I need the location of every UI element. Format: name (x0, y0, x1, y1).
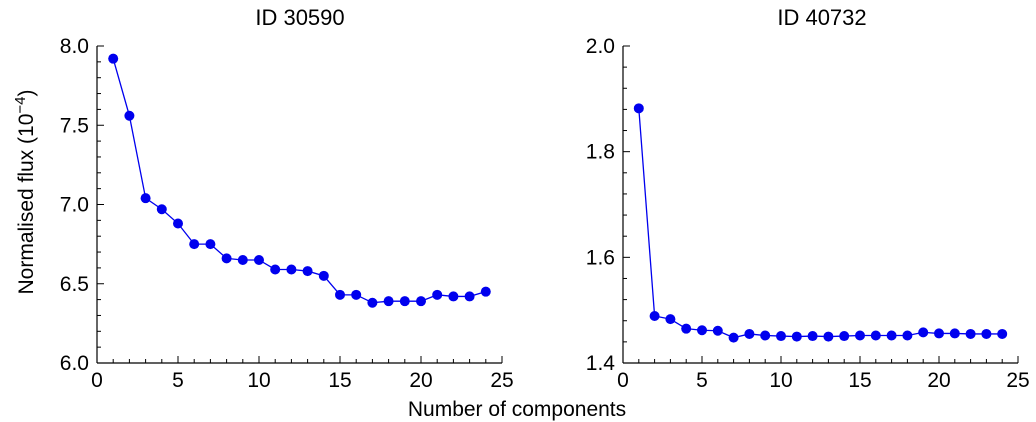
y-tick-label: 7.5 (60, 114, 89, 137)
data-point (205, 239, 216, 250)
data-point (728, 332, 739, 343)
data-point (464, 291, 475, 302)
data-point (633, 103, 644, 114)
x-tick-label: 5 (696, 369, 708, 392)
chart-panel-id-30590: ID 30590 0 5 10 15 20 25 6.0 6.5 7.0 7.5 8.0 (60, 5, 514, 392)
x-tick-label: 15 (848, 369, 871, 392)
data-point (760, 330, 771, 341)
tick-layer: 0 5 10 15 20 25 1.4 1.6 1.8 2.0 (586, 35, 1030, 392)
data-point (712, 325, 723, 336)
data-point (807, 331, 818, 342)
x-tick-label: 10 (247, 369, 270, 392)
data-point (270, 264, 281, 275)
data-point (949, 328, 960, 339)
data-point (823, 331, 834, 342)
data-point (697, 325, 707, 336)
y-tick-label: 6.5 (60, 273, 89, 296)
data-point (965, 328, 976, 339)
data-point (335, 289, 345, 300)
x-tick-label: 0 (91, 369, 103, 392)
data-point (776, 331, 786, 342)
data-point (681, 323, 692, 334)
data-point (156, 204, 167, 215)
data-point (383, 296, 394, 307)
y-axis-label-exponent: −4 (12, 96, 29, 113)
x-tick-label: 10 (769, 369, 792, 392)
series-line (112, 58, 486, 304)
data-point (839, 331, 850, 342)
data-point (981, 328, 992, 339)
y-tick-label: 2.0 (586, 35, 615, 58)
data-point (254, 254, 264, 265)
chart-title: ID 30590 (255, 5, 344, 30)
y-tick-label: 6.0 (60, 352, 89, 375)
x-tick-label: 25 (490, 369, 513, 392)
data-point (108, 53, 119, 64)
data-point (237, 254, 248, 265)
x-tick-label: 25 (1006, 369, 1029, 392)
y-tick-label: 1.4 (586, 352, 616, 375)
data-point (140, 193, 151, 204)
data-point (416, 296, 426, 307)
data-point (367, 297, 378, 308)
y-axis-label-close: ) (15, 89, 38, 96)
data-point (886, 330, 897, 341)
data-point (189, 239, 200, 250)
data-point (934, 328, 944, 339)
y-tick-label: 1.6 (586, 246, 615, 269)
y-axis-label-main: Normalised flux (10 (15, 114, 38, 295)
data-point (918, 327, 929, 338)
x-tick-label: 20 (927, 369, 950, 392)
data-point (665, 314, 676, 325)
data-point (432, 289, 443, 300)
series-line (638, 108, 1003, 339)
tick-layer: 0 5 10 15 20 25 6.0 6.5 7.0 7.5 8.0 (60, 35, 514, 392)
x-axis-label: Number of components (408, 398, 626, 421)
data-point (480, 286, 491, 297)
data-point (318, 270, 329, 281)
data-point (649, 310, 660, 321)
data-point (399, 296, 410, 307)
data-point (286, 264, 297, 275)
data-point (124, 110, 135, 121)
data-layer (633, 103, 1008, 343)
data-point (173, 218, 183, 229)
y-axis-label: Normalised flux (10−4) (12, 89, 38, 294)
data-point (351, 289, 362, 300)
data-point (791, 331, 802, 342)
y-tick-label: 7.0 (60, 194, 89, 217)
data-point (448, 291, 459, 302)
y-tick-label: 1.8 (586, 141, 615, 164)
data-point (997, 328, 1008, 339)
data-point (302, 266, 313, 277)
data-point (221, 253, 232, 264)
x-tick-label: 5 (172, 369, 184, 392)
y-tick-label: 8.0 (60, 35, 89, 58)
chart-panel-id-40732: ID 40732 0 5 10 15 20 25 1.4 1.6 1.8 2.0 (586, 5, 1030, 392)
x-tick-label: 15 (328, 369, 351, 392)
data-point (744, 328, 755, 339)
x-tick-label: 20 (409, 369, 432, 392)
data-point (902, 330, 913, 341)
chart-title: ID 40732 (777, 5, 866, 30)
x-tick-label: 0 (617, 369, 629, 392)
data-layer (108, 53, 491, 308)
data-point (855, 330, 865, 341)
data-point (870, 330, 881, 341)
